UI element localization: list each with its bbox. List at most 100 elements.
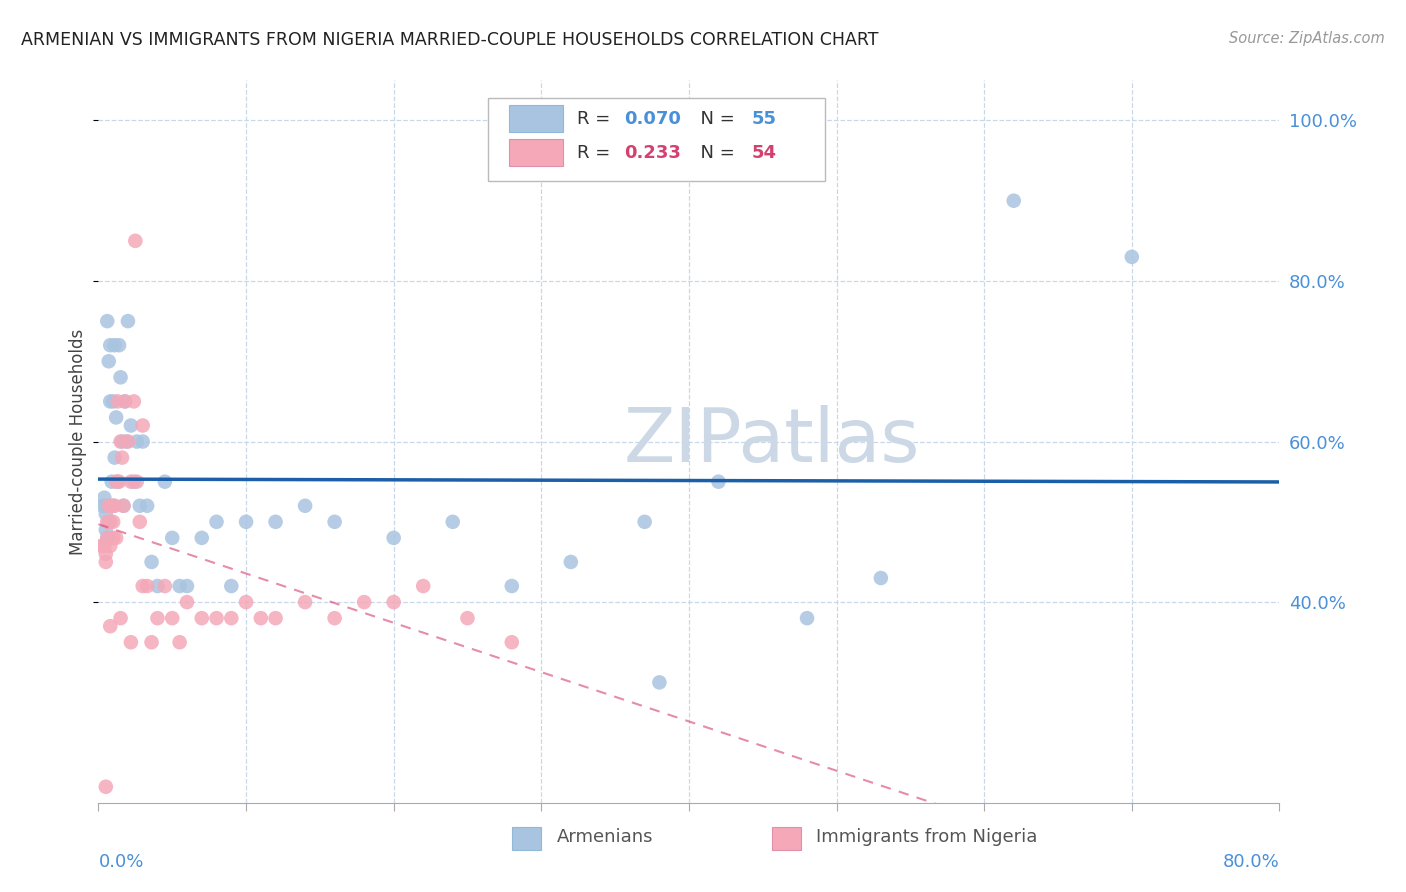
Point (103, 394, 125, 409)
Point (707, 475, 730, 489)
Text: R =: R = (576, 144, 616, 161)
Point (412, 579, 434, 593)
Point (90, 539, 112, 553)
Y-axis label: Married-couple Households: Married-couple Households (69, 328, 87, 555)
Point (153, 475, 176, 489)
FancyBboxPatch shape (509, 139, 562, 166)
Text: 54: 54 (752, 144, 776, 161)
Point (112, 499, 135, 513)
Point (98, 539, 121, 553)
Text: Armenians: Armenians (557, 829, 654, 847)
Text: Source: ZipAtlas.com: Source: ZipAtlas.com (1229, 31, 1385, 46)
Point (796, 611, 818, 625)
Point (94, 523, 117, 537)
Point (457, 611, 479, 625)
Point (98, 619, 121, 633)
Point (105, 410, 128, 425)
Text: 55: 55 (752, 110, 776, 128)
Point (132, 418, 155, 433)
Point (103, 499, 125, 513)
FancyBboxPatch shape (509, 105, 562, 132)
FancyBboxPatch shape (488, 98, 825, 181)
Point (97, 499, 120, 513)
Point (111, 434, 134, 449)
Point (205, 515, 228, 529)
Point (103, 515, 125, 529)
Point (264, 515, 287, 529)
Point (97, 354, 120, 368)
Point (114, 394, 136, 409)
Point (94, 507, 117, 521)
Point (96, 531, 118, 545)
Point (162, 531, 183, 545)
Point (98, 515, 121, 529)
Point (93, 539, 115, 553)
Point (108, 475, 131, 489)
Text: 80.0%: 80.0% (1223, 854, 1279, 871)
Point (294, 499, 316, 513)
Point (323, 515, 346, 529)
Text: Immigrants from Nigeria: Immigrants from Nigeria (817, 829, 1038, 847)
Point (98, 394, 121, 409)
Point (132, 434, 155, 449)
Point (96, 515, 118, 529)
Point (105, 475, 128, 489)
Point (98, 338, 121, 352)
Point (104, 450, 127, 465)
Text: 0.070: 0.070 (624, 110, 681, 128)
Point (91, 539, 114, 553)
Point (382, 531, 405, 545)
Point (141, 555, 163, 569)
Point (264, 611, 287, 625)
Point (1121, 250, 1143, 264)
Point (103, 531, 125, 545)
Point (221, 611, 243, 625)
Point (115, 434, 138, 449)
Text: ZIPatlas: ZIPatlas (623, 405, 920, 478)
Point (91, 499, 114, 513)
Point (94, 555, 117, 569)
Text: R =: R = (576, 110, 616, 128)
Text: N =: N = (689, 110, 741, 128)
Point (141, 635, 163, 649)
Point (634, 515, 657, 529)
Point (124, 234, 146, 248)
Point (205, 611, 228, 625)
Point (191, 531, 214, 545)
Point (117, 314, 139, 328)
Point (221, 579, 243, 593)
Point (112, 499, 135, 513)
Point (111, 450, 134, 465)
Point (120, 635, 142, 649)
Point (501, 635, 523, 649)
Point (235, 515, 257, 529)
Point (96, 314, 118, 328)
Point (100, 475, 122, 489)
Point (104, 499, 127, 513)
Point (108, 338, 131, 352)
Point (1002, 194, 1025, 208)
Point (93, 491, 115, 505)
Point (132, 579, 155, 593)
Point (125, 475, 148, 489)
Point (94, 547, 117, 561)
Point (136, 579, 159, 593)
Point (128, 515, 150, 529)
Point (353, 595, 375, 609)
Point (125, 434, 148, 449)
Point (176, 595, 198, 609)
Point (501, 579, 523, 593)
Point (323, 611, 346, 625)
Point (117, 434, 139, 449)
Point (94, 780, 117, 794)
Point (120, 475, 142, 489)
Point (250, 611, 273, 625)
Point (110, 370, 132, 384)
Point (162, 611, 183, 625)
Point (153, 579, 176, 593)
Point (107, 475, 129, 489)
Point (128, 499, 150, 513)
Point (107, 394, 129, 409)
Point (96, 531, 118, 545)
Point (176, 579, 198, 593)
